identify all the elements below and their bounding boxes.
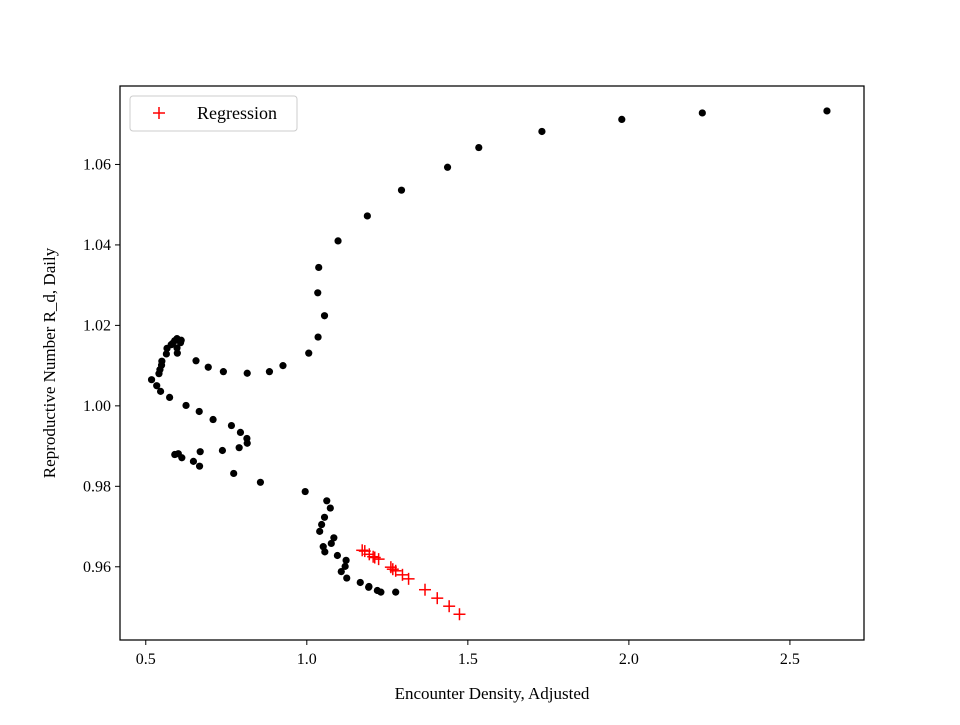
data-point [189, 457, 198, 465]
y-tick-label: 1.00 [83, 398, 111, 415]
data-point [538, 127, 546, 136]
data-point [330, 534, 338, 542]
regression-point [356, 544, 369, 557]
data-point [823, 107, 831, 115]
data-point [363, 212, 371, 220]
data-point [443, 163, 452, 171]
regression-point [443, 600, 456, 613]
data-point [195, 407, 203, 416]
data-point [618, 115, 626, 123]
x-tick-label: 0.5 [136, 651, 156, 668]
data-point [305, 349, 313, 357]
regression-point [358, 545, 371, 558]
data-point [365, 582, 373, 591]
data-point [326, 504, 334, 512]
data-point [147, 376, 156, 384]
data-point [327, 539, 335, 548]
data-point [230, 469, 238, 478]
data-point [236, 428, 245, 437]
regression-point [384, 561, 397, 574]
data-point [218, 446, 227, 455]
legend-box [129, 95, 298, 132]
data-point [314, 333, 322, 341]
data-point [209, 415, 217, 424]
data-point [698, 109, 706, 117]
plot-frame [119, 85, 865, 641]
data-point [178, 454, 186, 462]
data-point [320, 312, 329, 320]
y-tick-label: 1.02 [83, 317, 111, 334]
regression-point [419, 583, 432, 596]
data-point [219, 368, 227, 376]
data-point [235, 444, 243, 452]
data-point [333, 551, 342, 560]
data-point [397, 186, 406, 194]
data-point [320, 513, 329, 521]
data-point [318, 520, 326, 529]
regression-point [386, 563, 399, 576]
data-point [356, 578, 364, 587]
y-axis: 0.96 0.98 1.00 1.02 1.04 1.06 [83, 156, 120, 576]
data-point [156, 387, 165, 395]
data-point [173, 344, 181, 352]
x-tick-label: 2.5 [780, 651, 800, 668]
regression-point [453, 608, 466, 621]
legend: Regression [129, 95, 298, 132]
data-point [265, 368, 274, 376]
y-tick-label: 0.96 [83, 559, 111, 576]
data-point [342, 556, 350, 564]
data-point [314, 289, 322, 297]
marks-layer [147, 107, 831, 621]
data-point [162, 350, 170, 358]
data-point [256, 478, 265, 486]
data-point [204, 363, 212, 371]
data-point [195, 462, 204, 470]
data-point [243, 369, 251, 377]
data-point [341, 562, 349, 570]
data-point [173, 349, 181, 357]
data-point [153, 382, 161, 390]
x-tick-label: 1.5 [458, 651, 478, 668]
y-tick-label: 1.04 [83, 237, 111, 254]
data-point [163, 344, 171, 352]
data-point [475, 143, 483, 152]
data-point [155, 370, 163, 378]
data-point [196, 448, 204, 456]
x-tick-label: 2.0 [619, 651, 639, 668]
data-point [182, 401, 190, 410]
data-point [337, 568, 345, 576]
y-axis-label: Reproductive Number R_d, Daily [40, 247, 59, 478]
data-point [343, 574, 351, 582]
data-point [377, 588, 385, 596]
data-point [321, 548, 329, 556]
data-point [315, 263, 323, 272]
y-tick-label: 1.06 [83, 156, 111, 173]
data-point [392, 588, 400, 596]
legend-marker-regression [153, 107, 165, 119]
regression-point [396, 568, 409, 581]
legend-label-regression: Regression [197, 103, 277, 123]
data-point [243, 439, 251, 447]
data-point [301, 487, 309, 496]
data-point [192, 357, 200, 365]
regression-point [431, 592, 444, 605]
y-tick-label: 0.98 [83, 478, 111, 495]
x-axis: 0.5 1.0 1.5 2.0 2.5 [136, 640, 800, 668]
data-point [316, 527, 324, 535]
x-axis-label: Encounter Density, Adjusted [395, 684, 590, 703]
data-point [279, 362, 287, 370]
regression-point [368, 551, 381, 564]
data-point [334, 237, 342, 245]
data-point [323, 497, 331, 505]
x-tick-label: 1.0 [297, 651, 317, 668]
data-point [227, 421, 236, 430]
regression-point [402, 572, 415, 585]
data-point [166, 393, 174, 401]
